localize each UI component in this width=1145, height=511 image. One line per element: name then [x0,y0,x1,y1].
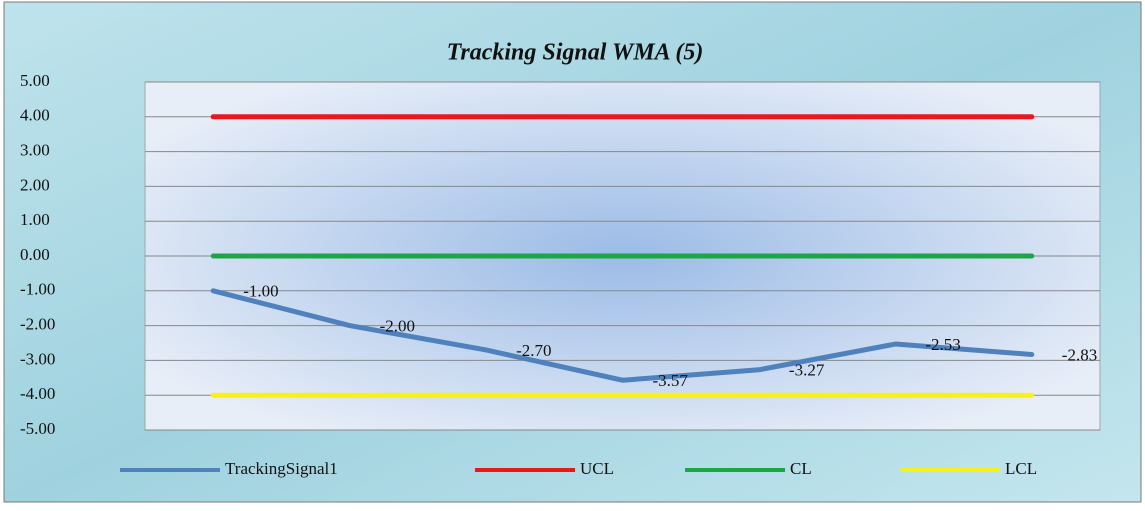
y-tick-label: 2.00 [20,175,50,194]
series-line [210,288,1035,383]
y-tick-label: -4.00 [20,384,55,403]
y-tick-label: -5.00 [20,419,55,438]
data-label: -1.00 [243,282,278,301]
data-label: -2.00 [380,317,415,336]
data-label: -2.83 [1062,345,1097,364]
legend-label: CL [790,459,812,478]
y-tick-label: 3.00 [20,141,50,160]
legend-label: LCL [1005,459,1037,478]
data-label: -3.27 [789,361,825,380]
data-label: -2.70 [516,341,551,360]
legend-label: UCL [580,459,614,478]
chart-title: Tracking Signal WMA (5) [447,40,704,66]
y-tick-label: 5.00 [20,71,50,90]
y-tick-label: 0.00 [20,245,50,264]
y-tick-label: 4.00 [20,106,50,125]
y-tick-label: -1.00 [20,280,55,299]
legend-label: TrackingSignal1 [225,459,338,478]
data-label: -3.57 [653,371,689,390]
y-tick-label: -2.00 [20,315,55,334]
y-tick-label: -3.00 [20,349,55,368]
y-tick-label: 1.00 [20,210,50,229]
data-label: -2.53 [925,335,960,354]
